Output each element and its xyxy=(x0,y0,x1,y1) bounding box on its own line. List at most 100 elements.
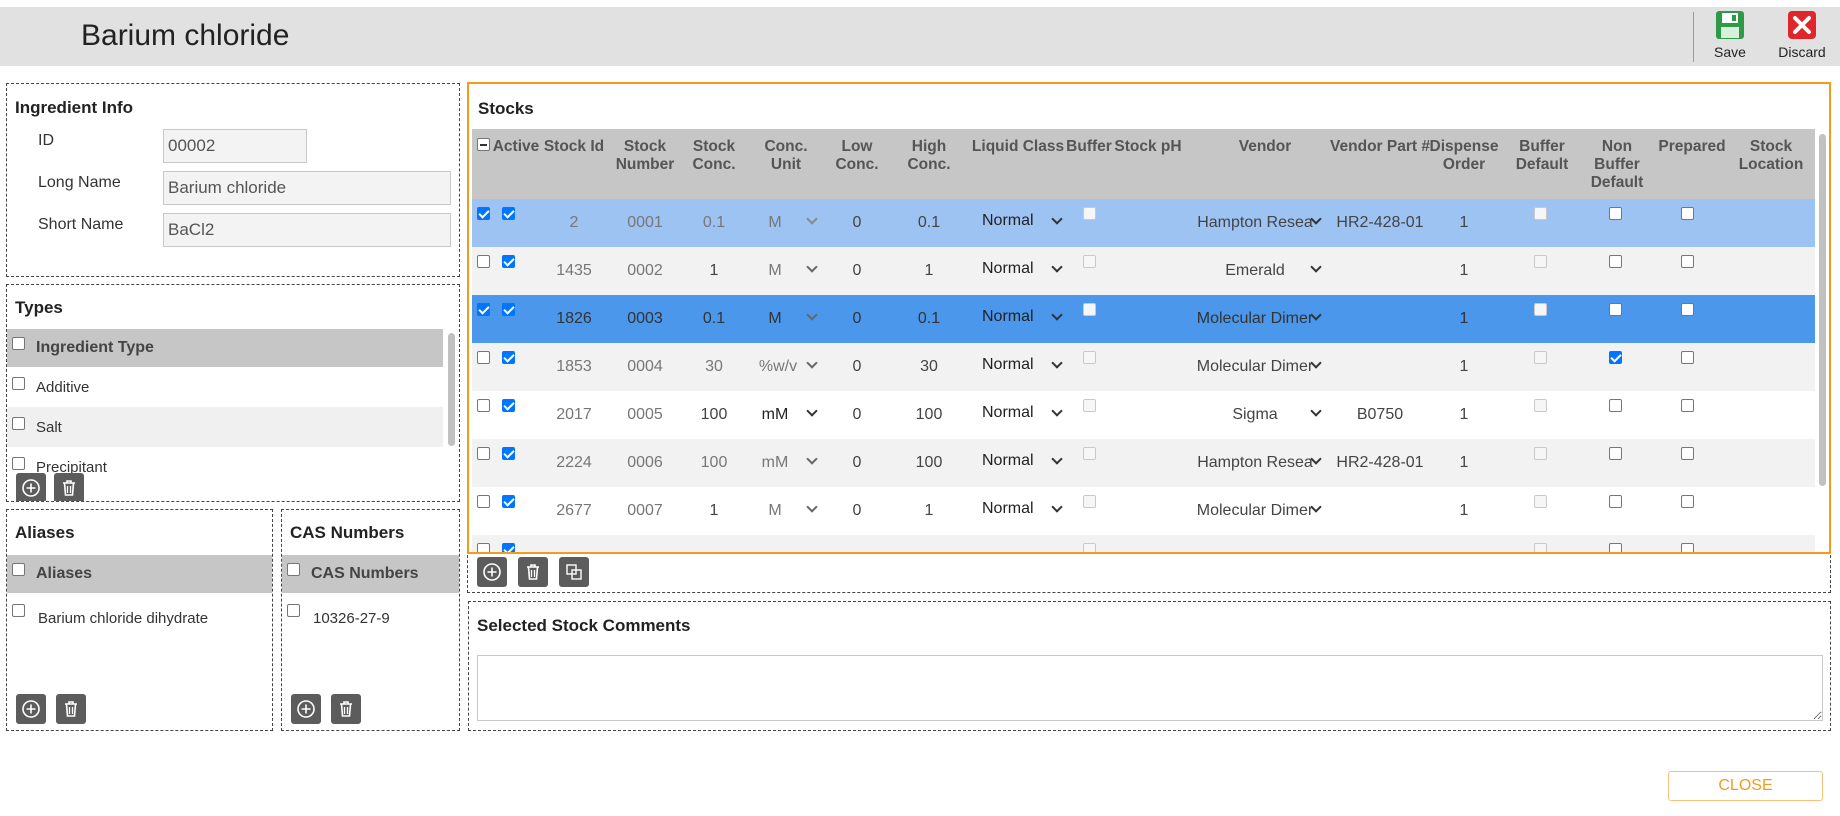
stock-conc-cell[interactable]: 0.1 xyxy=(702,310,726,327)
vendor-select[interactable]: Hampton Resea xyxy=(1197,454,1313,471)
table-row[interactable]: 1853 0004 30 %w/v 0 30 Normal Molecular … xyxy=(472,343,1815,391)
row-select-checkbox[interactable] xyxy=(477,543,490,552)
add-stock-button[interactable] xyxy=(477,557,507,587)
high-conc-cell[interactable]: 100 xyxy=(915,406,943,423)
prepared-checkbox[interactable] xyxy=(1681,207,1694,220)
high-conc-cell[interactable]: 0.1 xyxy=(917,214,941,231)
active-checkbox[interactable] xyxy=(502,255,515,268)
buffer-default-checkbox[interactable] xyxy=(1534,255,1547,268)
low-conc-cell[interactable]: 0 xyxy=(852,406,862,423)
prepared-checkbox[interactable] xyxy=(1681,351,1694,364)
col-stock-id[interactable]: Stock Id xyxy=(543,138,605,155)
vendor-select[interactable]: Molecular Dimer xyxy=(1196,310,1314,327)
liquid-class-select[interactable]: Normal xyxy=(982,212,1034,229)
delete-stock-button[interactable] xyxy=(518,557,548,587)
col-stock-ph[interactable]: Stock pH xyxy=(1114,138,1182,155)
col-buffer-default[interactable]: Buffer Default xyxy=(1515,138,1569,173)
buffer-checkbox[interactable] xyxy=(1083,351,1096,364)
non-buffer-default-checkbox[interactable] xyxy=(1609,351,1622,364)
col-stock-number[interactable]: Stock Number xyxy=(615,138,675,173)
low-conc-cell[interactable]: 0 xyxy=(852,502,862,519)
delete-cas-button[interactable] xyxy=(331,694,361,724)
list-item[interactable]: Precipitant xyxy=(7,447,443,487)
vendor-part-cell[interactable]: HR2-428-01 xyxy=(1336,454,1424,471)
non-buffer-default-checkbox[interactable] xyxy=(1609,399,1622,412)
close-button[interactable]: CLOSE xyxy=(1668,771,1823,801)
buffer-checkbox[interactable] xyxy=(1083,207,1096,220)
vendor-part-cell[interactable]: HR2-428-01 xyxy=(1336,214,1424,231)
high-conc-cell[interactable]: 1 xyxy=(924,262,934,279)
add-alias-button[interactable] xyxy=(16,694,46,724)
col-active[interactable]: Active xyxy=(492,138,540,155)
buffer-checkbox[interactable] xyxy=(1083,447,1096,460)
active-checkbox[interactable] xyxy=(502,351,515,364)
list-item[interactable]: Additive xyxy=(7,367,443,407)
buffer-checkbox[interactable] xyxy=(1083,543,1096,552)
row-select-checkbox[interactable] xyxy=(477,399,490,412)
buffer-default-checkbox[interactable] xyxy=(1534,399,1547,412)
conc-unit-select[interactable]: mM xyxy=(761,406,789,423)
types-scrollbar[interactable] xyxy=(448,333,455,446)
non-buffer-default-checkbox[interactable] xyxy=(1609,447,1622,460)
long-name-field[interactable] xyxy=(163,171,451,205)
buffer-default-checkbox[interactable] xyxy=(1534,207,1547,220)
active-checkbox[interactable] xyxy=(502,303,515,316)
col-dispense-order[interactable]: Dispense Order xyxy=(1429,138,1499,173)
col-vendor[interactable]: Vendor xyxy=(1238,138,1292,155)
buffer-default-checkbox[interactable] xyxy=(1534,447,1547,460)
col-low-conc[interactable]: Low Conc. xyxy=(835,138,879,173)
vendor-select[interactable]: Molecular Dimer xyxy=(1196,358,1314,375)
table-row[interactable] xyxy=(472,535,1815,552)
non-buffer-default-checkbox[interactable] xyxy=(1609,543,1622,552)
high-conc-cell[interactable]: 100 xyxy=(915,454,943,471)
add-cas-button[interactable] xyxy=(291,694,321,724)
add-type-button[interactable] xyxy=(16,473,46,501)
col-conc-unit[interactable]: Conc. Unit xyxy=(764,138,808,173)
col-high-conc[interactable]: High Conc. xyxy=(907,138,951,173)
table-row[interactable]: 2017 0005 100 mM 0 100 Normal Sigma B075… xyxy=(472,391,1815,439)
liquid-class-select[interactable]: Normal xyxy=(982,404,1034,421)
conc-unit-select[interactable]: mM xyxy=(761,454,789,471)
dispense-order-cell[interactable]: 1 xyxy=(1459,214,1469,231)
buffer-default-checkbox[interactable] xyxy=(1534,495,1547,508)
liquid-class-select[interactable]: Normal xyxy=(982,308,1034,325)
non-buffer-default-checkbox[interactable] xyxy=(1609,207,1622,220)
dispense-order-cell[interactable]: 1 xyxy=(1459,358,1469,375)
comments-textarea[interactable] xyxy=(477,655,1823,721)
high-conc-cell[interactable]: 1 xyxy=(924,502,934,519)
col-stock-location[interactable]: Stock Location xyxy=(1738,138,1804,173)
alias-checkbox[interactable] xyxy=(12,604,25,617)
active-checkbox[interactable] xyxy=(502,207,515,220)
low-conc-cell[interactable]: 0 xyxy=(852,214,862,231)
prepared-checkbox[interactable] xyxy=(1681,495,1694,508)
aliases-select-all-checkbox[interactable] xyxy=(12,563,25,576)
row-select-checkbox[interactable] xyxy=(477,447,490,460)
table-row[interactable]: 1435 0002 1 M 0 1 Normal Emerald 1 xyxy=(472,247,1815,295)
row-select-checkbox[interactable] xyxy=(477,351,490,364)
stocks-scrollbar[interactable] xyxy=(1819,134,1826,486)
prepared-checkbox[interactable] xyxy=(1681,255,1694,268)
type-checkbox[interactable] xyxy=(12,377,25,390)
dispense-order-cell[interactable]: 1 xyxy=(1459,454,1469,471)
vendor-select[interactable]: Sigma xyxy=(1232,406,1278,423)
buffer-default-checkbox[interactable] xyxy=(1534,543,1547,552)
buffer-default-checkbox[interactable] xyxy=(1534,303,1547,316)
dispense-order-cell[interactable]: 1 xyxy=(1459,502,1469,519)
liquid-class-select[interactable]: Normal xyxy=(982,500,1034,517)
buffer-checkbox[interactable] xyxy=(1083,303,1096,316)
vendor-select[interactable]: Molecular Dimer xyxy=(1196,502,1314,519)
col-buffer[interactable]: Buffer xyxy=(1066,138,1112,155)
conc-unit-select[interactable]: M xyxy=(768,502,782,519)
conc-unit-select[interactable]: M xyxy=(768,310,782,327)
conc-unit-select[interactable]: %w/v xyxy=(758,358,798,375)
table-row[interactable]: 2677 0007 1 M 0 1 Normal Molecular Dimer… xyxy=(472,487,1815,535)
table-row[interactable]: 2224 0006 100 mM 0 100 Normal Hampton Re… xyxy=(472,439,1815,487)
high-conc-cell[interactable]: 30 xyxy=(920,358,938,375)
non-buffer-default-checkbox[interactable] xyxy=(1609,303,1622,316)
prepared-checkbox[interactable] xyxy=(1681,399,1694,412)
stock-conc-cell[interactable]: 1 xyxy=(709,262,719,279)
dispense-order-cell[interactable]: 1 xyxy=(1459,310,1469,327)
stocks-select-all-checkbox[interactable] xyxy=(477,138,490,151)
prepared-checkbox[interactable] xyxy=(1681,543,1694,552)
conc-unit-select[interactable]: M xyxy=(768,262,782,279)
